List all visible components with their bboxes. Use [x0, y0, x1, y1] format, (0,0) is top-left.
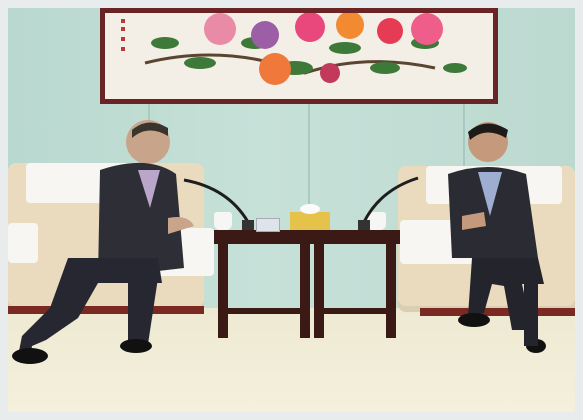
man-left-shoe [12, 348, 48, 364]
man-left [12, 120, 194, 364]
microphone-left-icon [183, 178, 250, 223]
man-right-shoe [458, 313, 490, 327]
man-left-jacket [98, 162, 184, 278]
left-chair-base [8, 306, 204, 314]
microphone-left-base [242, 220, 254, 230]
side-table [214, 230, 400, 340]
tissue-box [290, 212, 330, 230]
man-right-shirt [478, 172, 502, 216]
man-right-hands [462, 212, 486, 230]
man-right-jacket [448, 167, 538, 258]
left-chair-arm-cover [8, 223, 38, 263]
name-card [256, 218, 280, 232]
teacup-right [366, 212, 386, 230]
man-left-shoe [120, 339, 152, 353]
microphones [183, 176, 419, 230]
man-left-hands [168, 217, 194, 234]
wall-panel-seam [463, 8, 465, 308]
microphone-right-base [358, 220, 370, 230]
table-leg [386, 244, 396, 338]
tissue [300, 204, 320, 214]
table-leg [314, 244, 324, 338]
peony-flowers-illustration [121, 11, 467, 85]
man-right [448, 122, 546, 353]
table-leg [218, 244, 228, 338]
peony-painting [100, 8, 498, 104]
right-chair-base [420, 308, 575, 316]
wall-panel-seam [308, 8, 310, 308]
man-left-trousers [18, 258, 162, 358]
microphone-right-icon [362, 176, 419, 223]
table-rail [324, 308, 386, 314]
table-rail [228, 308, 300, 314]
table-top [214, 230, 400, 244]
table-leg [300, 244, 310, 338]
man-left-shirt [138, 170, 160, 208]
teacup-left [214, 212, 232, 230]
painting-canvas [105, 11, 493, 99]
meeting-photo [8, 8, 575, 412]
